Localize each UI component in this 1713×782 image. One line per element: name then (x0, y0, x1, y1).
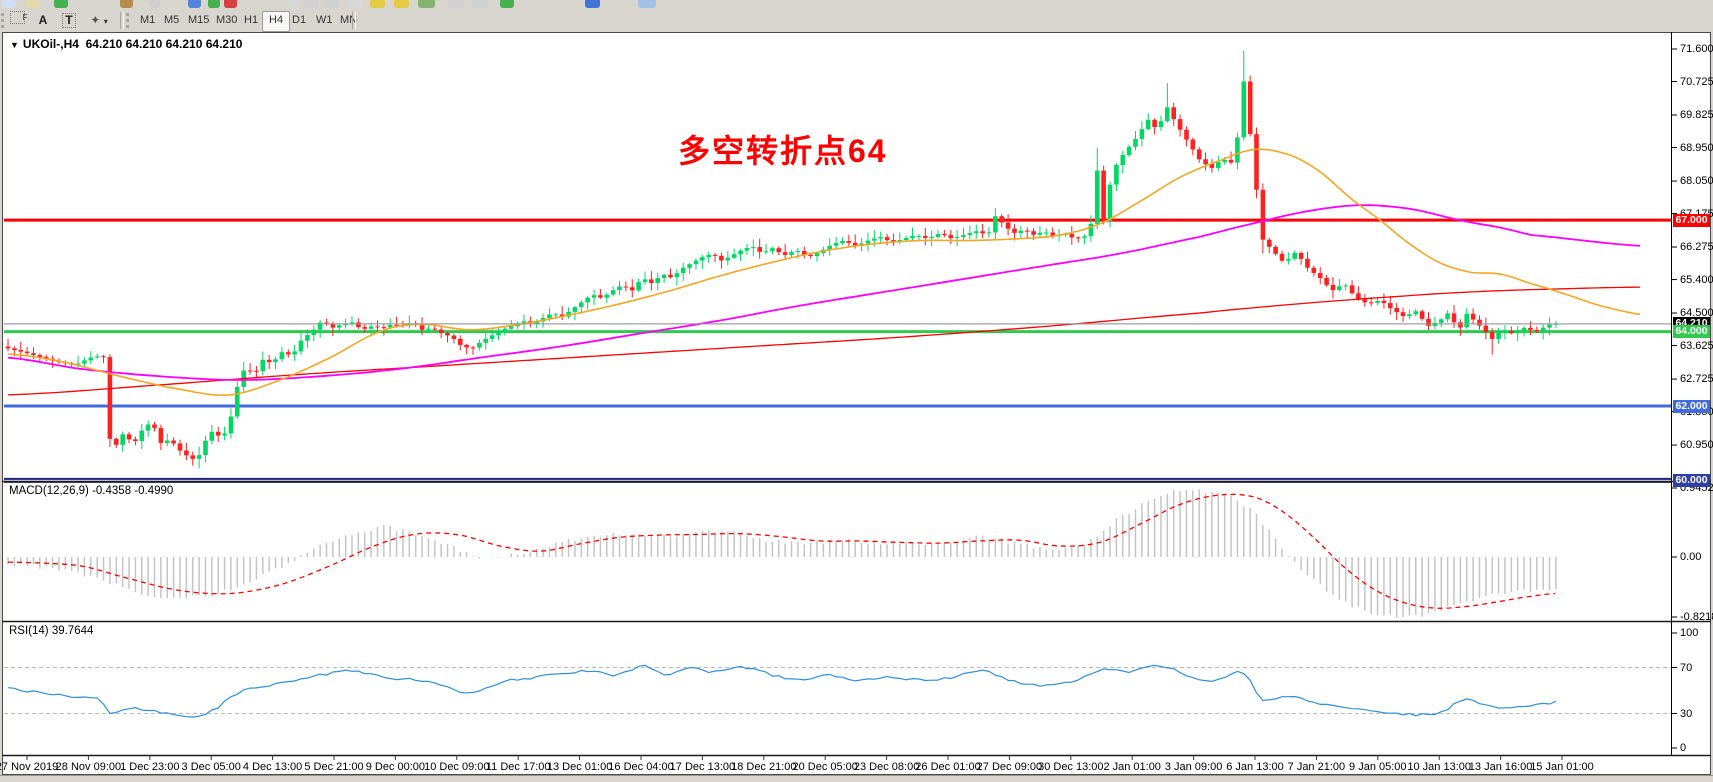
toolbar-partial-icon[interactable] (585, 0, 600, 8)
toolbar-partial-icon[interactable] (2, 0, 16, 8)
toolbar-grip[interactable] (1, 13, 7, 28)
macd-indicator-label: MACD(12,26,9) -0.4358 -0.4990 (9, 485, 174, 497)
date-label: 17 Dec 13:00 (669, 761, 736, 773)
price-axis-label: 68.950 (1680, 141, 1713, 154)
price-badge-67.000: 67.000 (1673, 213, 1710, 227)
timeframe-button-m15[interactable]: M15 (188, 14, 210, 26)
chart-ohlc-values: 64.210 64.210 64.210 64.210 (85, 37, 243, 51)
toolbar-tools-timeframes: F A T ✦ ▾ M1 M5 M15 M30 H1 H4 D1 W1 MN (0, 10, 1713, 32)
price-axis-label: 64.500 (1680, 307, 1713, 320)
toolbar-partial-icon[interactable] (638, 0, 656, 8)
toolbar-partial-icon[interactable] (472, 0, 488, 8)
date-label: 1 Dec 23:00 (120, 761, 180, 773)
price-badge-60.000: 60.000 (1673, 473, 1710, 487)
date-label: 4 Dec 13:00 (242, 761, 303, 773)
timeframe-button-h4[interactable]: H4 (262, 11, 291, 32)
dropdown-caret-icon: ▾ (103, 17, 108, 26)
date-label: 26 Dec 01:00 (915, 761, 981, 773)
text-box-tool-glyph: T (62, 13, 76, 28)
price-badge-62.000: 62.000 (1673, 399, 1710, 413)
toolbar-separator (120, 12, 124, 29)
toolbar-partial-icon[interactable] (150, 0, 160, 8)
rsi-indicator-label: RSI(14) 39.7644 (9, 625, 94, 637)
timeframe-button-d1[interactable]: D1 (292, 14, 307, 26)
date-label: 6 Jan 13:00 (1226, 761, 1284, 773)
timeframe-button-w1[interactable]: W1 (316, 14, 333, 26)
toolbar-partial-icon[interactable] (500, 0, 514, 8)
macd-scale-label: -0.8218 (1680, 610, 1713, 623)
price-axis-label: 63.625 (1680, 339, 1713, 352)
rsi-scale-label: 70 (1680, 661, 1693, 674)
timeframe-button-m30[interactable]: M30 (216, 14, 238, 26)
toolbar-partial-icon[interactable] (394, 0, 409, 8)
date-label: 13 Jan 16:00 (1468, 761, 1533, 773)
toolbar-partial-icon[interactable] (324, 0, 339, 8)
text-label-tool-button[interactable]: A (32, 11, 54, 30)
rsi-scale-label: 100 (1680, 627, 1699, 639)
date-label: 2 Jan 01:00 (1103, 761, 1161, 773)
date-label: 30 Dec 13:00 (1038, 761, 1104, 773)
date-label: 15 Jan 01:00 (1530, 761, 1594, 773)
date-label: 7 Jan 21:00 (1287, 761, 1346, 773)
price-axis-label: 70.725 (1680, 75, 1713, 88)
date-label: 5 Dec 21:00 (304, 761, 364, 773)
arrow-objects-icon: ✦ (90, 13, 101, 27)
toolbar-partial-icon[interactable] (288, 0, 300, 8)
date-label: 10 Jan 13:00 (1407, 761, 1471, 773)
toolbar-partial-icon[interactable] (188, 0, 201, 8)
timeframe-button-m1[interactable]: M1 (140, 14, 156, 26)
timeframe-button-h1[interactable]: H1 (244, 14, 259, 26)
date-label: 27 Nov 2019 (0, 761, 59, 773)
chart-collapse-icon[interactable]: ▼ (10, 40, 19, 50)
date-label: 23 Dec 08:00 (853, 761, 920, 773)
date-label: 3 Dec 05:00 (181, 761, 241, 773)
toolbar-partial-icon[interactable] (120, 0, 133, 8)
rsi-scale-label: 0 (1680, 742, 1687, 754)
fibonacci-tool-button[interactable]: F (6, 11, 28, 30)
date-label: 9 Jan 05:00 (1349, 761, 1407, 773)
macd-scale-label: 0.00 (1680, 551, 1702, 563)
price-axis-label: 71.600 (1680, 43, 1713, 55)
toolbar-partial-icon[interactable] (370, 0, 385, 8)
date-label: 11 Dec 17:00 (485, 761, 551, 773)
timeframe-grip[interactable] (126, 13, 132, 28)
date-label: 27 Dec 09:00 (976, 761, 1043, 773)
toolbar-partial-icon[interactable] (54, 0, 68, 8)
date-label: 13 Dec 01:00 (546, 761, 613, 773)
date-label: 18 Dec 21:00 (731, 761, 797, 773)
arrow-objects-button[interactable]: ✦ ▾ (84, 11, 114, 30)
chart-text-annotation[interactable]: 多空转折点64 (678, 133, 888, 169)
date-label: 16 Dec 04:00 (608, 761, 674, 773)
toolbar-separator-2 (352, 12, 356, 29)
price-axis-label: 60.950 (1680, 439, 1713, 452)
text-label-tool-glyph: A (38, 13, 48, 27)
chart-title[interactable]: ▼ UKOil-,H4 64.210 64.210 64.210 64.210 (10, 37, 242, 51)
timeframe-button-mn[interactable]: MN (340, 14, 358, 26)
toolbar-partial-icon[interactable] (26, 0, 40, 8)
date-label: 10 Dec 09:00 (424, 761, 490, 773)
price-axis-label: 65.400 (1680, 273, 1713, 286)
toolbar-partial-icon[interactable] (304, 0, 319, 8)
timeframe-button-m5[interactable]: M5 (164, 14, 180, 26)
rsi-scale-label: 30 (1680, 707, 1693, 720)
status-strip (0, 775, 1713, 782)
date-label: 28 Nov 09:00 (55, 761, 122, 773)
price-axis-label: 66.275 (1680, 241, 1713, 254)
date-label: 20 Dec 05:00 (792, 761, 858, 773)
toolbar-partial-icon[interactable] (348, 0, 363, 8)
toolbar-partial-icon[interactable] (208, 0, 220, 8)
fibonacci-tool-label: F (22, 13, 28, 22)
date-label: 3 Jan 09:00 (1164, 761, 1223, 773)
price-axis-label: 69.825 (1680, 109, 1713, 121)
date-label: 9 Dec 00:00 (365, 761, 426, 773)
text-box-tool-button[interactable]: T (58, 11, 80, 30)
toolbar-partial-icon[interactable] (448, 0, 464, 8)
price-axis-label: 62.725 (1680, 373, 1713, 386)
toolbar-partial-icon[interactable] (418, 0, 435, 8)
toolbar-partial-icon[interactable] (224, 0, 237, 8)
chart-symbol-period: UKOil-,H4 (22, 37, 79, 51)
price-axis-label: 68.050 (1680, 175, 1713, 188)
price-badge-64.000: 64.000 (1673, 325, 1710, 339)
